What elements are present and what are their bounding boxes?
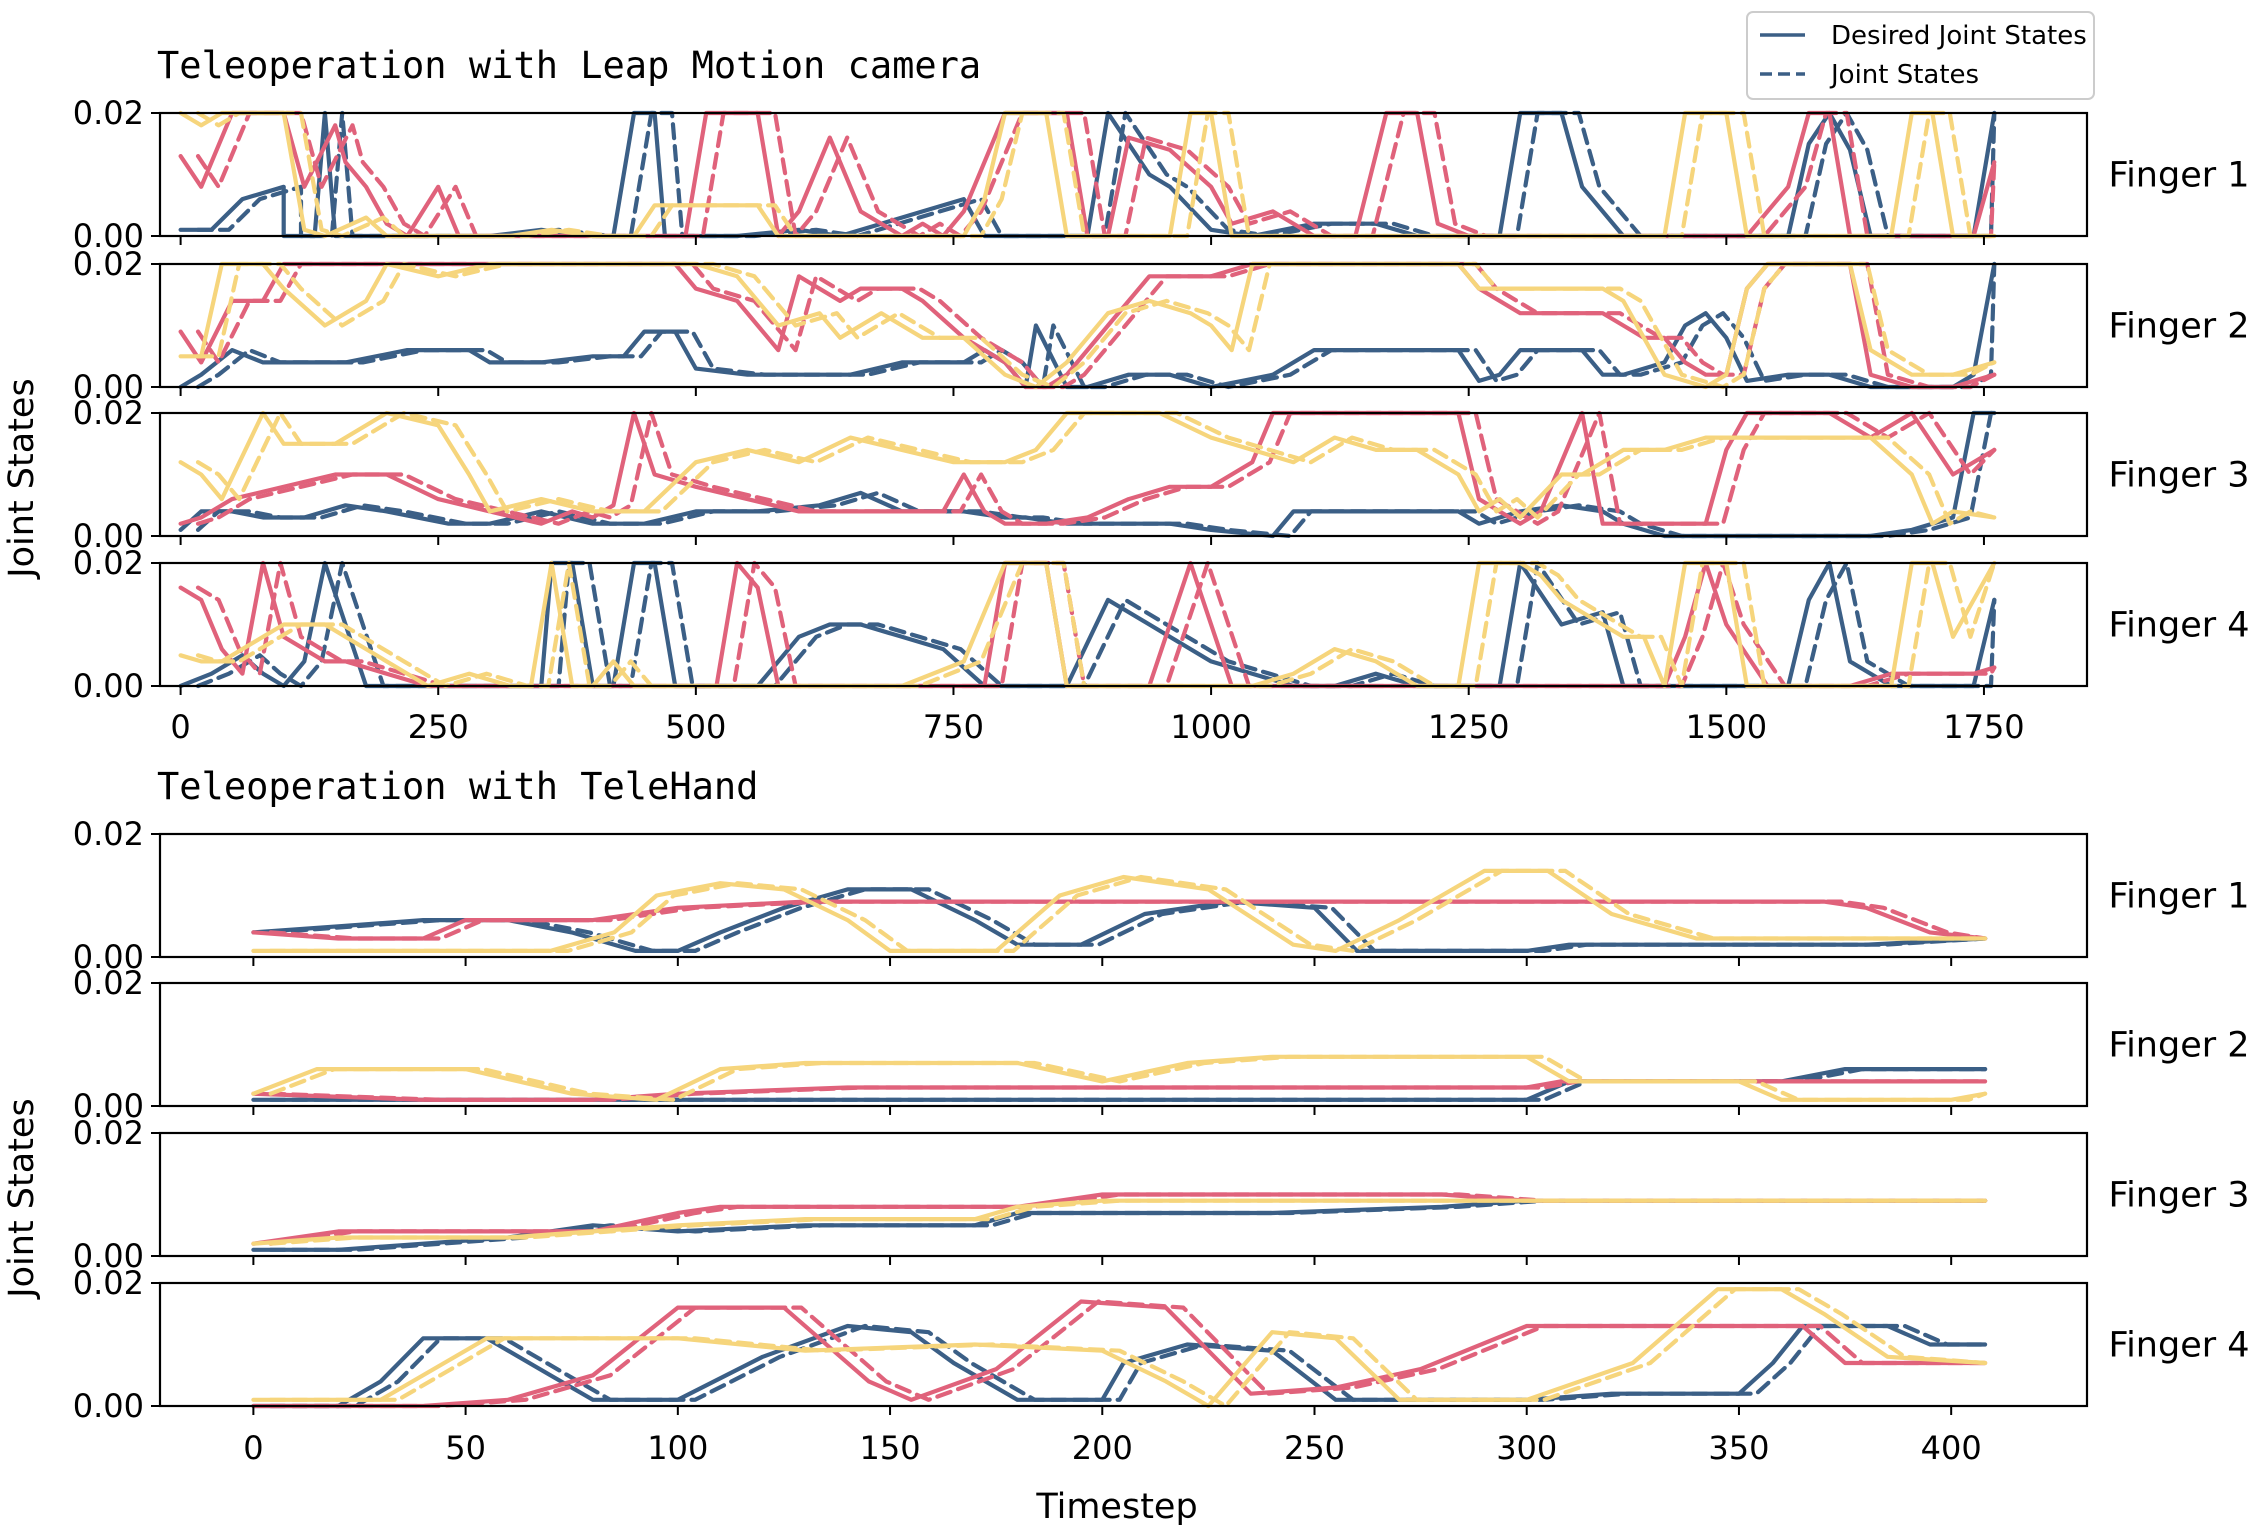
- x-tick-label: 200: [1072, 1429, 1133, 1467]
- panel-2: 0.02 0.00 Finger 2: [73, 964, 2250, 1125]
- y-tick-label: 0.00: [73, 1237, 144, 1275]
- chart-title: Teleoperation with Leap Motion camera: [157, 44, 981, 87]
- panel-1: 0.02 0.00 Finger 1: [73, 815, 2250, 976]
- panel-3: 0.02 0.00 Finger 3: [73, 394, 2250, 555]
- finger-label: Finger 4: [2108, 606, 2249, 646]
- panel-frame: [158, 561, 2089, 688]
- series-yellow-actual: [268, 868, 1988, 953]
- x-ticks: 0 50 100 150 200 250 300 350 400: [243, 1429, 1982, 1467]
- panel-frame: [158, 111, 2089, 238]
- series-yellow-actual: [268, 1198, 1988, 1246]
- series-yellow-desired: [178, 261, 1997, 390]
- y-axis-label: Joint States: [2, 378, 42, 579]
- series-blue-actual: [268, 1323, 1988, 1409]
- x-axis-label: Timestep: [1035, 1487, 1197, 1527]
- series-yellow-actual: [268, 1287, 1988, 1409]
- panel-3: 0.02 0.00 Finger 3: [73, 1114, 2250, 1275]
- panel-frame: [158, 832, 2089, 959]
- series-group: [251, 1054, 1988, 1102]
- chart-leap-motion: Teleoperation with Leap Motion camera Jo…: [2, 44, 2250, 746]
- x-tick-label: 400: [1921, 1429, 1982, 1467]
- y-tick-label: 0.02: [73, 815, 144, 853]
- panel-frame: [158, 1281, 2089, 1408]
- finger-label: Finger 1: [2108, 877, 2249, 917]
- y-tick-label: 0.00: [73, 938, 144, 976]
- panel-1: 0.02 0.00 Finger 1: [73, 94, 2250, 255]
- y-tick-label: 0.00: [73, 667, 144, 705]
- y-tick-label: 0.02: [73, 94, 144, 132]
- panel-frame: [158, 411, 2089, 538]
- x-tick-label: 250: [1284, 1429, 1345, 1467]
- series-yellow-desired: [251, 868, 1988, 953]
- legend-actual-label: Joint States: [1829, 60, 1979, 90]
- finger-label: Finger 2: [2108, 307, 2249, 347]
- y-tick-label: 0.00: [73, 1387, 144, 1425]
- y-tick-label: 0.02: [73, 544, 144, 582]
- y-tick-label: 0.02: [73, 964, 144, 1002]
- x-tick-label: 1250: [1428, 708, 1509, 746]
- legend: Desired Joint States Joint States: [1746, 11, 2095, 100]
- x-tick-label: 0: [243, 1429, 263, 1467]
- y-tick-label: 0.02: [73, 1264, 144, 1302]
- x-tick-label: 750: [923, 708, 984, 746]
- legend-desired-label: Desired Joint States: [1831, 21, 2087, 51]
- panel-2: 0.02 0.00 Finger 2: [73, 245, 2250, 406]
- x-ticks: 0 250 500 750 1000 1250 1500 1750: [170, 708, 2024, 746]
- x-tick-label: 50: [445, 1429, 486, 1467]
- finger-label: Finger 3: [2108, 1176, 2249, 1216]
- chart-telehand: Teleoperation with TeleHand Joint States…: [2, 765, 2250, 1527]
- x-tick-label: 300: [1496, 1429, 1557, 1467]
- series-group: [251, 868, 1988, 953]
- y-tick-label: 0.02: [73, 245, 144, 283]
- y-tick-label: 0.00: [73, 1087, 144, 1125]
- series-blue-actual: [195, 261, 1997, 390]
- series-yellow-desired: [251, 1054, 1988, 1102]
- y-axis-label: Joint States: [2, 1098, 42, 1299]
- chart-title: Teleoperation with TeleHand: [157, 765, 758, 808]
- x-tick-label: 100: [647, 1429, 708, 1467]
- panel-4: 0.02 0.00 Finger 4: [73, 544, 2250, 705]
- series-blue-actual: [268, 1198, 1988, 1252]
- series-yellow-actual: [268, 1054, 1988, 1102]
- panel-frame: [158, 1131, 2089, 1258]
- series-red-actual: [195, 410, 1997, 526]
- y-tick-label: 0.00: [73, 517, 144, 555]
- x-tick-label: 1500: [1686, 708, 1767, 746]
- panel-4: 0.02 0.00 Finger 4: [73, 1264, 2250, 1425]
- series-yellow-actual: [195, 261, 1997, 390]
- x-tick-label: 150: [860, 1429, 921, 1467]
- y-tick-label: 0.02: [73, 1114, 144, 1152]
- panel-frame: [158, 981, 2089, 1108]
- finger-label: Finger 2: [2108, 1026, 2249, 1066]
- series-group: [251, 1192, 1988, 1252]
- finger-label: Finger 4: [2108, 1326, 2249, 1366]
- series-red-actual: [268, 1299, 1988, 1409]
- x-tick-label: 500: [665, 708, 726, 746]
- panel-frame: [158, 262, 2089, 389]
- finger-label: Finger 1: [2108, 156, 2249, 196]
- x-tick-label: 0: [170, 708, 190, 746]
- legend-box: [1746, 11, 2095, 100]
- series-group: [251, 1287, 1988, 1409]
- y-tick-label: 0.02: [73, 394, 144, 432]
- series-red-actual: [268, 899, 1988, 941]
- series-blue-actual: [268, 887, 1988, 953]
- y-tick-label: 0.00: [73, 368, 144, 406]
- x-tick-label: 250: [408, 708, 469, 746]
- y-tick-label: 0.00: [73, 217, 144, 255]
- x-tick-label: 350: [1708, 1429, 1769, 1467]
- x-tick-label: 1750: [1943, 708, 2024, 746]
- x-tick-label: 1000: [1170, 708, 1251, 746]
- finger-label: Finger 3: [2108, 456, 2249, 496]
